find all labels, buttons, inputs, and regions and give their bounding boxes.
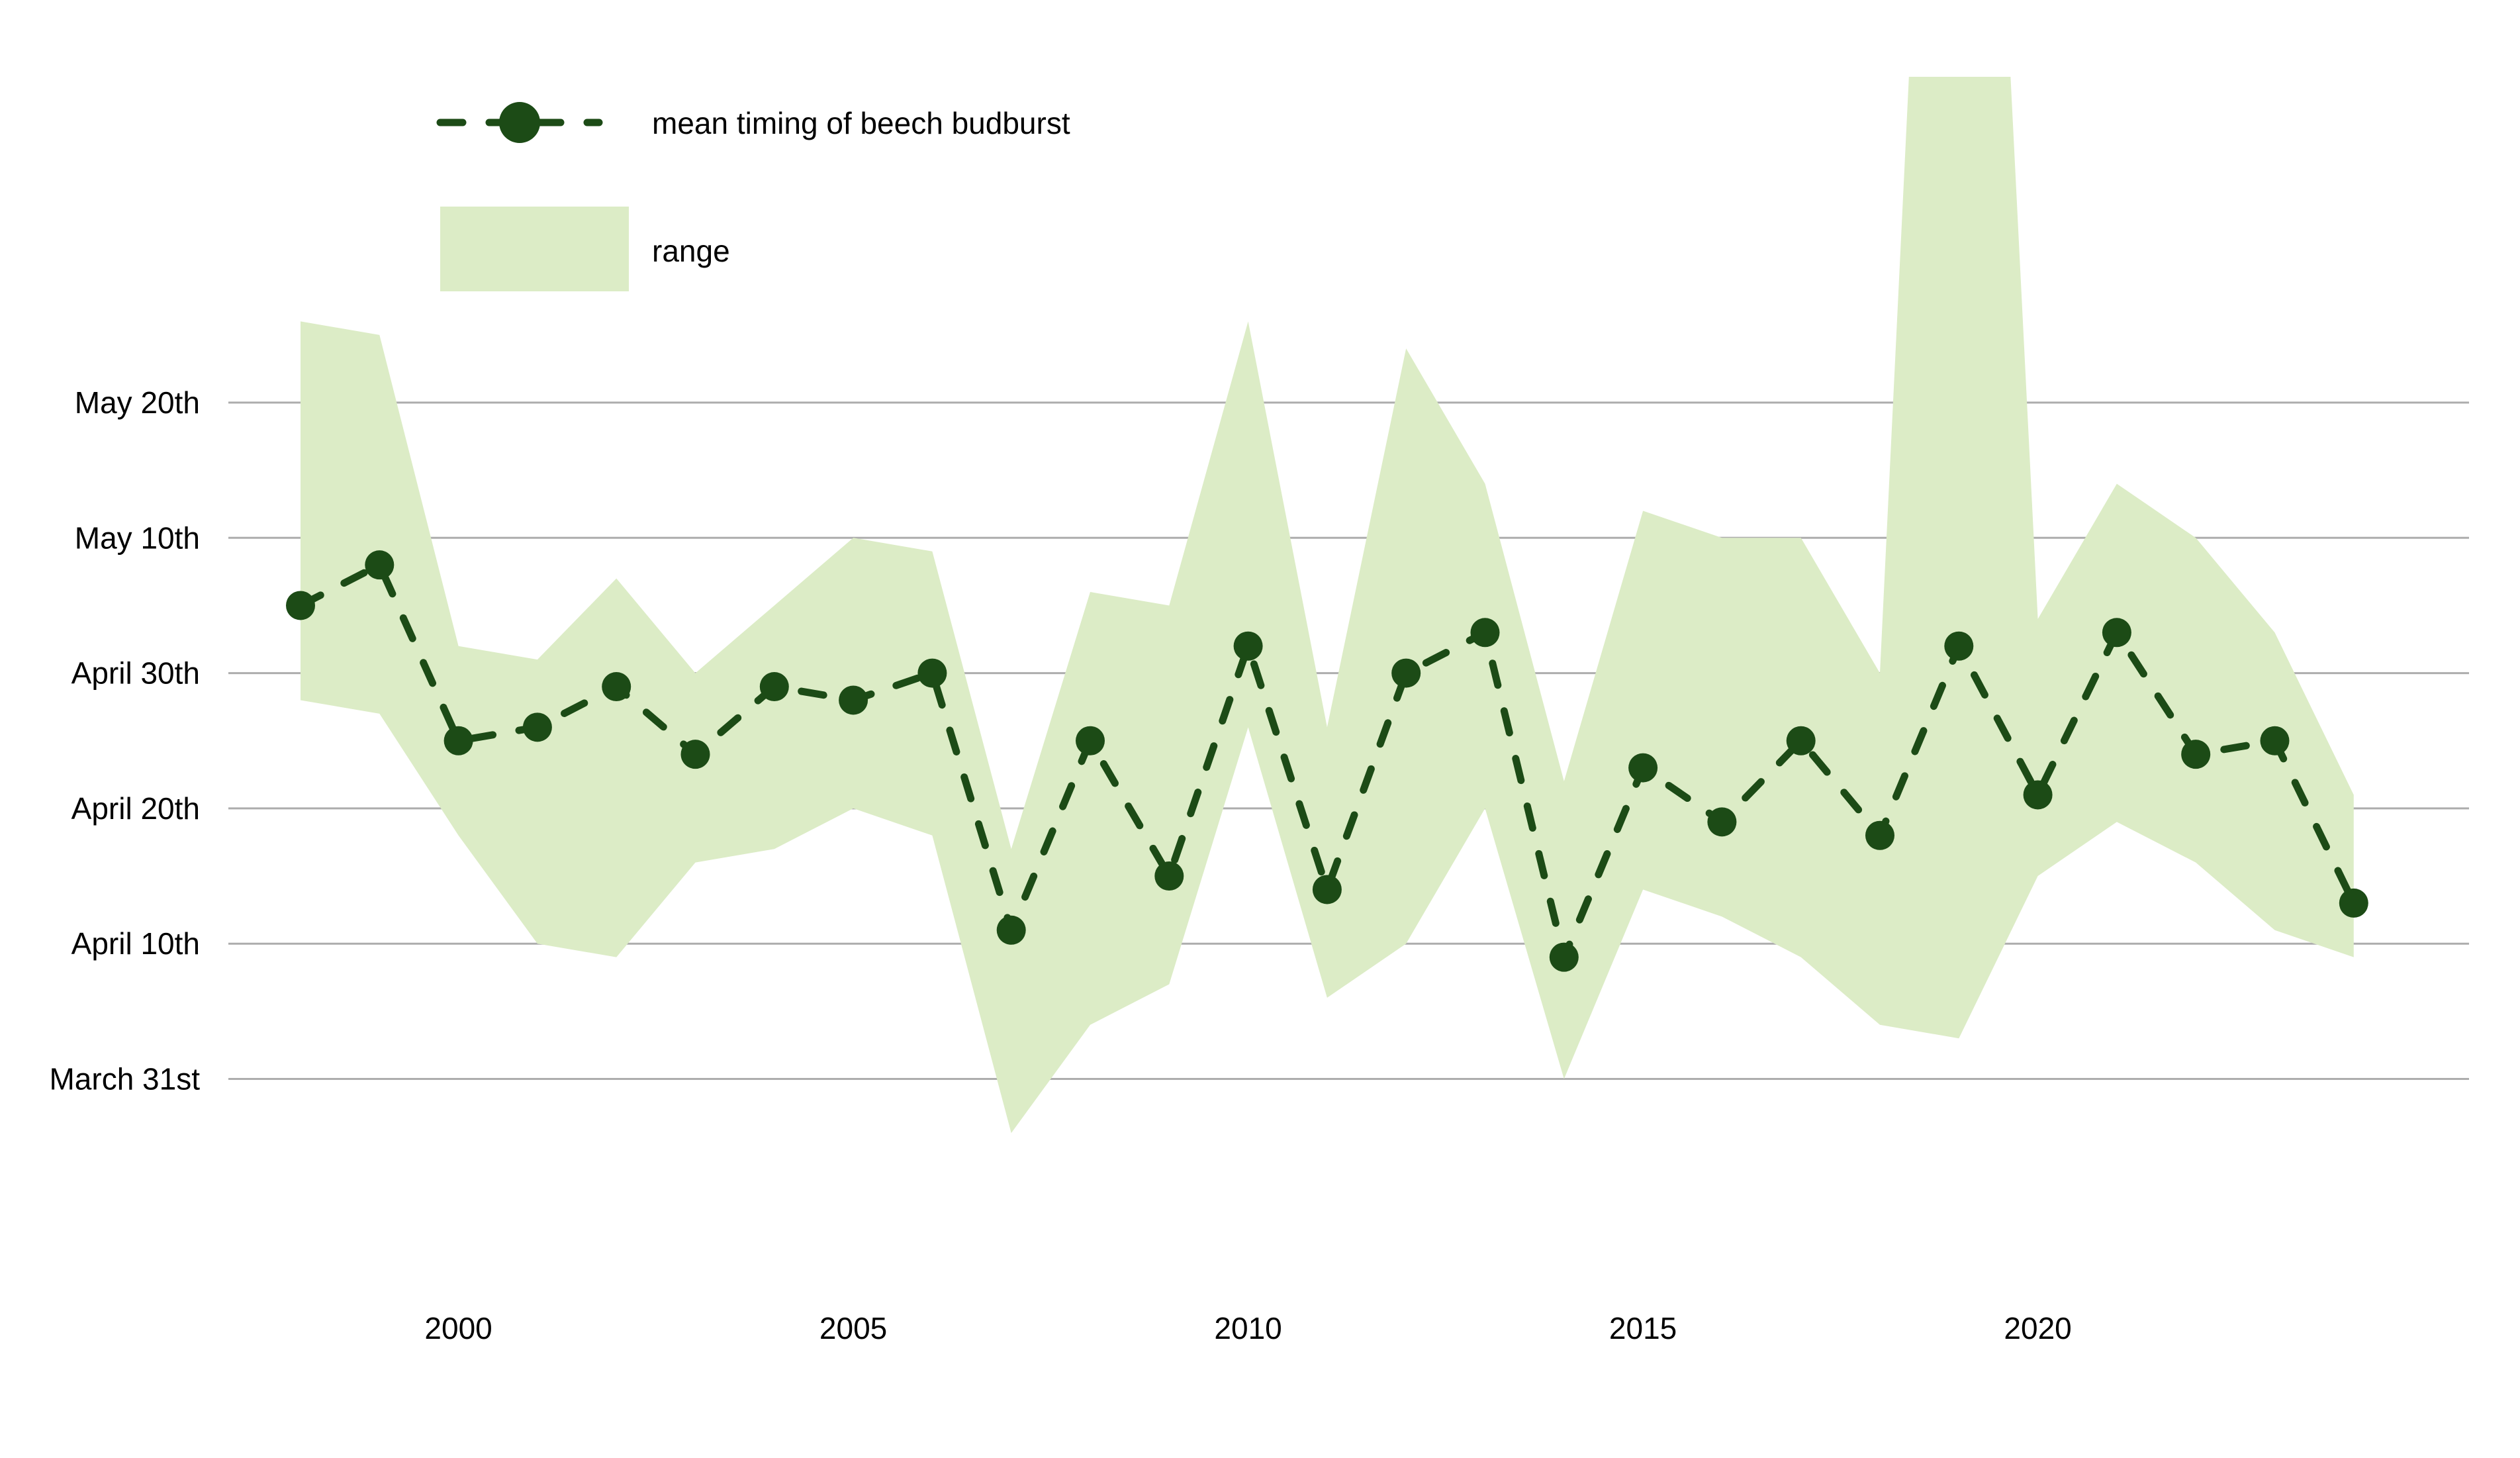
data-point-2010 bbox=[1233, 631, 1263, 661]
range-band bbox=[301, 77, 2354, 1134]
data-point-2014 bbox=[1549, 942, 1579, 972]
legend: mean timing of beech budburst range bbox=[436, 102, 1070, 291]
legend-mean-marker-icon bbox=[499, 102, 540, 143]
x-axis-tick-label: 2020 bbox=[2004, 1311, 2071, 1345]
data-point-2009 bbox=[1154, 861, 1184, 891]
y-axis-tick-label: March 31st bbox=[49, 1062, 200, 1096]
legend-mean-label: mean timing of beech budburst bbox=[652, 106, 1070, 140]
x-axis-tick-label: 2000 bbox=[424, 1311, 492, 1345]
data-point-2001 bbox=[522, 712, 552, 742]
data-point-2008 bbox=[1076, 726, 1105, 755]
data-point-2015 bbox=[1628, 753, 1658, 783]
data-point-2002 bbox=[602, 672, 631, 702]
legend-range-label: range bbox=[652, 234, 730, 268]
data-point-2024 bbox=[2339, 888, 2368, 918]
y-axis-labels-group: May 20th May 10th April 30th April 20th Apri… bbox=[49, 385, 200, 1096]
y-axis-tick-label: May 10th bbox=[75, 520, 200, 555]
y-axis-tick-label: May 20th bbox=[75, 385, 200, 420]
data-point-1998 bbox=[286, 591, 315, 620]
data-point-2012 bbox=[1391, 658, 1421, 688]
y-axis-tick-label: April 20th bbox=[71, 791, 200, 826]
legend-range-swatch bbox=[440, 207, 629, 291]
y-axis-tick-label: April 10th bbox=[71, 926, 200, 961]
data-point-2006 bbox=[917, 658, 947, 688]
data-point-1999 bbox=[365, 550, 395, 580]
x-axis-tick-label: 2015 bbox=[1609, 1311, 1677, 1345]
data-point-2017 bbox=[1786, 726, 1816, 755]
data-point-2007 bbox=[996, 915, 1026, 945]
data-point-2021 bbox=[2102, 618, 2131, 648]
x-axis-labels-group: 2000 2005 2010 2015 2020 bbox=[424, 1311, 2071, 1345]
x-axis-tick-label: 2010 bbox=[1214, 1311, 1282, 1345]
data-point-2011 bbox=[1312, 875, 1342, 904]
data-point-2023 bbox=[2260, 726, 2290, 755]
data-point-2004 bbox=[759, 672, 789, 702]
data-point-2005 bbox=[839, 685, 868, 715]
data-point-2003 bbox=[680, 740, 710, 769]
y-axis-tick-label: April 30th bbox=[71, 656, 200, 691]
x-axis-tick-label: 2005 bbox=[819, 1311, 887, 1345]
data-point-2013 bbox=[1470, 618, 1500, 648]
data-point-2000 bbox=[443, 726, 473, 755]
data-point-2020 bbox=[2023, 780, 2053, 810]
data-point-2019 bbox=[1944, 631, 1974, 661]
data-point-2018 bbox=[1865, 820, 1894, 850]
data-points-group bbox=[286, 550, 2368, 972]
data-point-2016 bbox=[1707, 807, 1737, 837]
data-point-2022 bbox=[2181, 740, 2211, 769]
